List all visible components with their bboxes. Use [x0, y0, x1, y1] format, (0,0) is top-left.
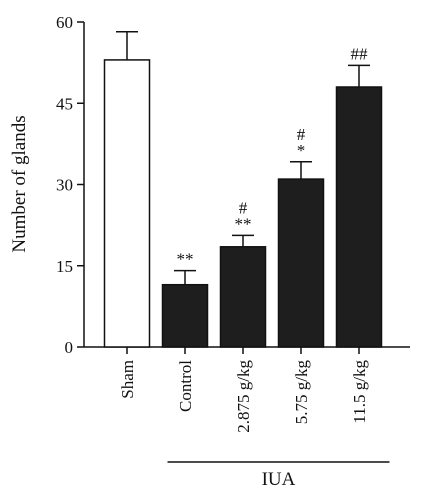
significance-mark: #	[239, 198, 248, 217]
x-category-label: Sham	[118, 360, 137, 399]
iua-group-bracket: IUA	[167, 461, 390, 490]
y-axis-title: Number of glands	[9, 115, 30, 252]
bars	[103, 59, 383, 348]
significance-mark: #	[297, 125, 306, 144]
x-category-label: 5.75 g/kg	[292, 360, 311, 425]
bar-control	[161, 283, 209, 348]
bracket-label: IUA	[262, 469, 296, 490]
y-axis-ticks: 0 15 30 45 60	[56, 13, 84, 357]
bar-11-5-g-kg	[335, 86, 383, 348]
x-category-label: 11.5 g/kg	[350, 360, 369, 424]
x-axis-ticks: Sham Control 2.875 g/kg 5.75 g/kg 11.5 g/kg	[118, 347, 369, 433]
significance-mark: **	[177, 250, 194, 269]
significance-mark: ##	[351, 44, 369, 63]
y-tick-label: 45	[56, 94, 73, 113]
y-tick-label: 15	[56, 257, 73, 276]
significance-mark: **	[235, 214, 252, 233]
bar-sham	[103, 59, 151, 348]
significance-marks: **#**#*##	[177, 44, 369, 268]
bar-2-875-g-kg	[219, 246, 267, 348]
y-tick-label: 30	[56, 176, 73, 195]
y-tick-label: 60	[56, 13, 73, 32]
y-tick-label: 0	[65, 338, 74, 357]
x-category-label: Control	[176, 360, 195, 412]
bar-5-75-g-kg	[277, 178, 325, 348]
significance-mark: *	[297, 141, 306, 160]
x-category-label: 2.875 g/kg	[234, 360, 253, 433]
error-bars	[116, 31, 370, 285]
